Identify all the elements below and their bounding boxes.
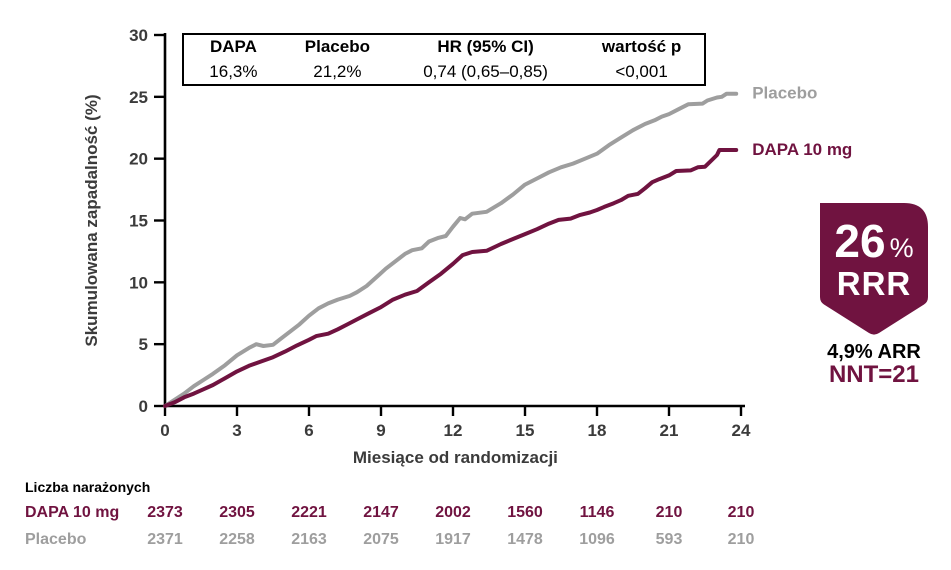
y-axis-title: Skumulowana zapadalność (%) — [82, 94, 101, 346]
risk-count: 2221 — [291, 504, 327, 521]
risk-count: 2075 — [363, 531, 399, 548]
risk-count: 1146 — [579, 504, 615, 521]
risk-table-title: Liczba narażonych — [25, 479, 151, 495]
stats-header-hr: HR (95% CI) — [437, 37, 534, 57]
curve-placebo — [163, 91, 739, 408]
risk-row-values: 2373 2305 2221 2147 2002 1560 1146 210 210 — [129, 504, 777, 522]
risk-count: 2373 — [147, 504, 183, 521]
risk-count: 2163 — [291, 531, 327, 548]
risk-count: 2147 — [363, 504, 399, 521]
stats-header-pvalue: wartość p — [601, 37, 682, 57]
stats-value-placebo: 21,2% — [313, 61, 362, 81]
badge-ribbon-shape — [820, 203, 928, 335]
nnt-text: NNT=21 — [828, 361, 920, 388]
risk-count: 593 — [655, 531, 683, 548]
risk-row-values: 2371 2258 2163 2075 1917 1478 1096 593 210 — [129, 531, 777, 549]
curve-label-placebo: Placebo — [752, 84, 817, 103]
risk-row-placebo: Placebo 2371 2258 2163 2075 1917 1478 1096 593 21… — [0, 531, 951, 551]
risk-count: 2371 — [147, 531, 183, 548]
risk-row-label: Placebo — [25, 531, 87, 548]
x-axis-title: Miesiące od randomizacji — [353, 448, 558, 467]
x-tick-label: 3 — [232, 421, 241, 440]
y-tick-label: 25 — [129, 88, 148, 107]
risk-count: 1096 — [579, 531, 615, 548]
x-tick-label: 6 — [304, 421, 313, 440]
risk-count: 1560 — [507, 504, 543, 521]
risk-row-dapa-10-mg: DAPA 10 mg 2373 2305 2221 2147 2002 1560 1146 21… — [0, 504, 951, 524]
y-tick-label: 20 — [129, 150, 148, 169]
y-tick-label: 5 — [139, 335, 148, 354]
stats-header-placebo: Placebo — [304, 37, 370, 57]
risk-count: 1478 — [507, 531, 543, 548]
rrr-label: RRR — [836, 265, 912, 303]
x-tick-label: 12 — [444, 421, 463, 440]
rrr-percent-sign: % — [889, 233, 914, 263]
risk-row-label: DAPA 10 mg — [25, 504, 120, 521]
x-tick-label: 0 — [160, 421, 169, 440]
risk-count: 210 — [727, 531, 755, 548]
risk-count: 210 — [727, 504, 755, 521]
arr-text: 4,9% ARR — [827, 341, 921, 363]
y-tick-label: 30 — [129, 26, 148, 45]
stats-value-hr: 0,74 (0,65–0,85) — [423, 61, 548, 81]
risk-count: 210 — [655, 504, 683, 521]
x-tick-label: 15 — [516, 421, 535, 440]
badge-text: 26% RRR — [820, 217, 928, 303]
curve-label-dapa-10-mg: DAPA 10 mg — [752, 140, 852, 159]
risk-count: 1917 — [435, 531, 471, 548]
rrr-value: 26 — [834, 215, 886, 267]
y-tick-label: 10 — [129, 273, 148, 292]
stats-box: DAPA Placebo HR (95% CI) wartość p 16,3%… — [182, 33, 706, 86]
x-tick-label: 9 — [376, 421, 385, 440]
stats-value-pvalue: <0,001 — [615, 61, 668, 81]
stats-value-dapa: 16,3% — [209, 61, 258, 81]
risk-count: 2305 — [219, 504, 255, 521]
x-tick-label: 24 — [732, 421, 751, 440]
stats-header-dapa: DAPA — [209, 37, 257, 57]
risk-count: 2002 — [435, 504, 471, 521]
curve-dapa-10-mg — [163, 148, 739, 408]
x-tick-label: 21 — [660, 421, 679, 440]
rrr-badge: 26% RRR — [820, 203, 928, 337]
y-tick-label: 15 — [129, 211, 148, 230]
risk-count: 2258 — [219, 531, 255, 548]
y-tick-label: 0 — [139, 397, 148, 416]
x-tick-label: 18 — [588, 421, 607, 440]
